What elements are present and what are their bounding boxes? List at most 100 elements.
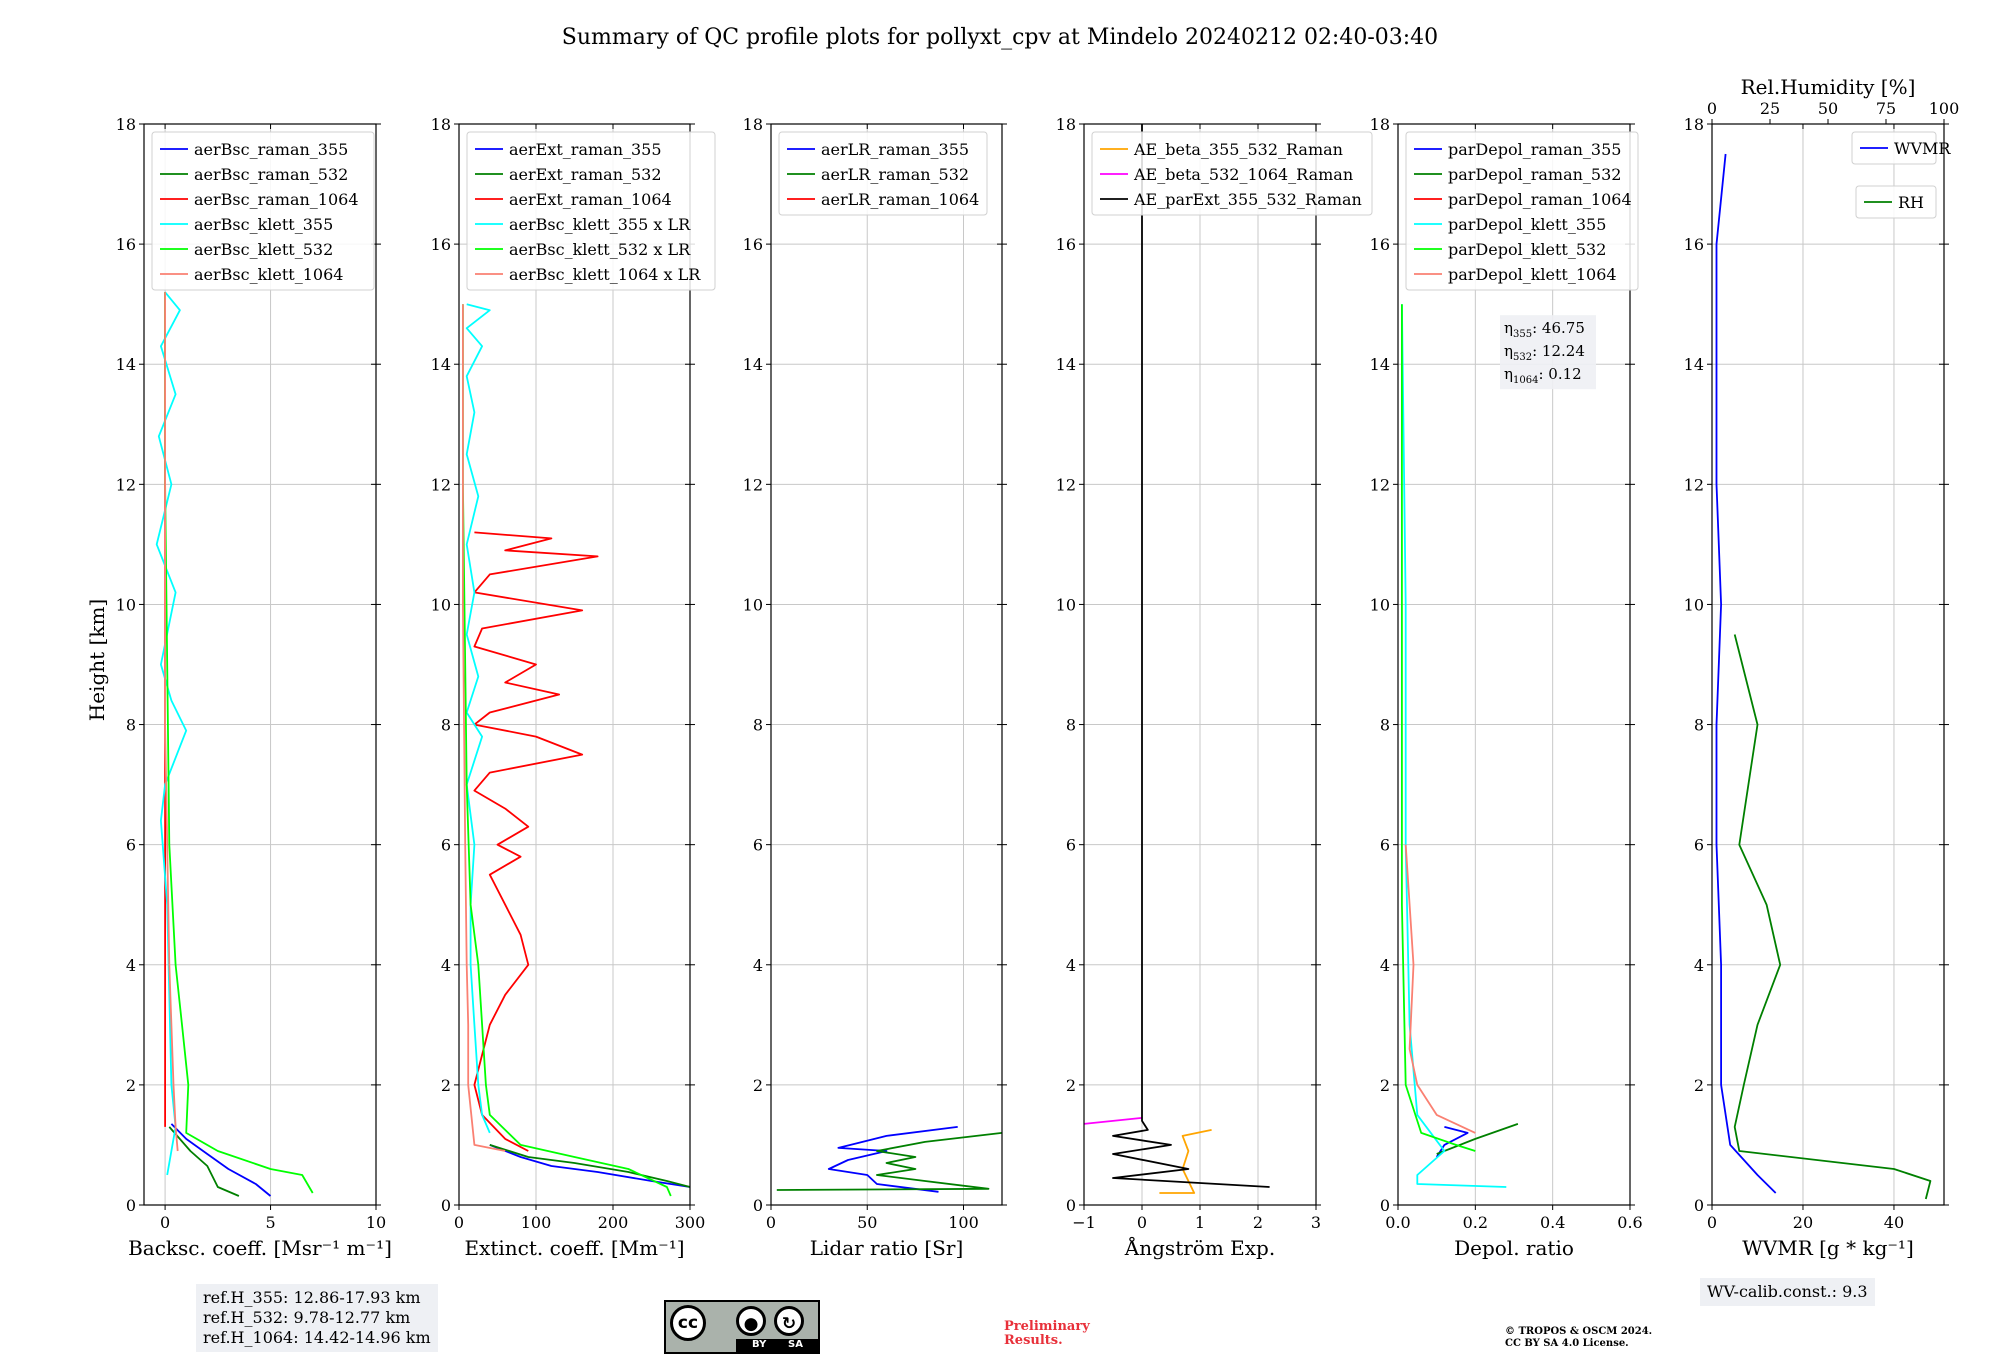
y-tick-label: 18 <box>431 115 451 134</box>
y-tick-label: 18 <box>1370 115 1390 134</box>
series-line-ae-1 <box>1083 1117 1143 1125</box>
legend-label: aerLR_raman_1064 <box>821 190 979 209</box>
y-tick-label: 6 <box>1066 836 1076 855</box>
creative-commons-badge: cc ● ↻ BY SA <box>664 1300 820 1354</box>
y-tick-label: 4 <box>1066 956 1076 975</box>
x-tick-label: 3 <box>1311 1213 1321 1232</box>
x-tick-label: 0.2 <box>1463 1213 1488 1232</box>
plot-frame <box>770 123 1003 1206</box>
x2-tick-label: 0 <box>1707 99 1717 118</box>
legend-label: AE_parExt_355_532_Raman <box>1133 190 1362 209</box>
y-tick-label: 14 <box>1056 355 1076 374</box>
y-tick-label: 6 <box>126 836 136 855</box>
y-tick-label: 18 <box>743 115 763 134</box>
x-axis-label: Extinct. coeff. [Mm⁻¹] <box>464 1236 684 1260</box>
series-line-bsc-1 <box>168 1126 240 1197</box>
legend-label: aerBsc_raman_532 <box>194 165 348 184</box>
y-tick-label: 12 <box>431 475 451 494</box>
series-line-ext-4 <box>461 304 672 1197</box>
x2-tick-label: 50 <box>1818 99 1838 118</box>
plot-frame <box>458 123 691 1206</box>
x-axis-label: Ångström Exp. <box>1124 1235 1275 1260</box>
y-axis-label: Height [km] <box>85 599 109 721</box>
plot-frame <box>143 123 377 1206</box>
wv-calibration-constant: WV-calib.const.: 9.3 <box>1707 1282 1868 1301</box>
legend-box <box>466 131 716 291</box>
y-tick-label: 6 <box>753 836 763 855</box>
y-tick-label: 16 <box>1056 235 1076 254</box>
legend-label: aerBsc_klett_532 <box>194 240 333 259</box>
y-tick-label: 8 <box>1066 716 1076 735</box>
series-line-bsc-5 <box>164 292 179 1152</box>
x-tick-label: 0.6 <box>1617 1213 1642 1232</box>
y-tick-label: 6 <box>1694 836 1704 855</box>
y-tick-label: 0 <box>753 1196 763 1215</box>
y-tick-label: 12 <box>1684 475 1704 494</box>
legend-label: aerLR_raman_355 <box>821 140 969 159</box>
x-tick-label: 50 <box>857 1213 877 1232</box>
panel-depol: 0.0 0.2 0.4 0.6 0 2 4 6 8 10 12 14 16 18 Depol. ratio p… <box>1370 115 1643 1260</box>
x2-tick-label: 75 <box>1876 99 1896 118</box>
x-tick-label: 0.0 <box>1385 1213 1410 1232</box>
series-line-wv-1 <box>1733 634 1932 1200</box>
y-tick-label: 18 <box>1056 115 1076 134</box>
legend-label: aerBsc_klett_1064 x LR <box>509 265 701 284</box>
series-line-bsc-4 <box>164 292 314 1194</box>
series-line-wv-0 <box>1715 153 1777 1194</box>
legend-label: AE_beta_532_1064_Raman <box>1133 165 1353 184</box>
y-tick-label: 14 <box>1684 355 1704 374</box>
y-tick-label: 10 <box>116 595 136 614</box>
legend-label: aerBsc_raman_1064 <box>194 190 359 209</box>
y-tick-label: 18 <box>1684 115 1704 134</box>
y-tick-label: 2 <box>1380 1076 1390 1095</box>
y-tick-label: 10 <box>743 595 763 614</box>
y-tick-label: 16 <box>743 235 763 254</box>
ref-height-1064: ref.H_1064: 14.42-14.96 km <box>203 1328 431 1347</box>
legend-label: aerBsc_klett_355 x LR <box>509 215 691 234</box>
legend-label: aerBsc_klett_355 <box>194 215 333 234</box>
series-line-ae-0 <box>1159 1129 1212 1194</box>
y-tick-label: 2 <box>126 1076 136 1095</box>
y-tick-label: 12 <box>743 475 763 494</box>
y-tick-label: 18 <box>116 115 136 134</box>
cc-by-label: BY <box>752 1339 767 1350</box>
y-tick-label: 8 <box>1380 716 1390 735</box>
legend-box <box>1091 131 1373 216</box>
legend-box <box>778 131 988 216</box>
figure-title: Summary of QC profile plots for pollyxt_… <box>562 25 1438 50</box>
y-tick-label: 16 <box>116 235 136 254</box>
legend-label: parDepol_klett_1064 <box>1448 265 1617 284</box>
series-line-ext-2 <box>473 531 599 1152</box>
x-tick-label: 200 <box>598 1213 629 1232</box>
y-tick-label: 12 <box>1370 475 1390 494</box>
copyright-note: © TROPOS & OSCM 2024. CC BY SA 4.0 Licen… <box>1505 1326 1653 1349</box>
series-line-bsc-0 <box>170 1123 272 1197</box>
cc-label-bar: BY SA <box>736 1339 818 1352</box>
legend-box <box>1851 131 1937 165</box>
plot-frame <box>1397 123 1631 1206</box>
x-tick-label: 5 <box>265 1213 275 1232</box>
panel-ext: 0 100 200 300 0 2 4 6 8 10 12 14 16 18 Extinct. coeff.… <box>431 115 716 1260</box>
y-tick-label: 8 <box>441 716 451 735</box>
reference-heights-box: ref.H_355: 12.86-17.93 km ref.H_532: 9.7… <box>196 1284 438 1352</box>
x-tick-label: −1 <box>1072 1213 1096 1232</box>
series-line-ext-5 <box>461 304 506 1152</box>
ref-height-532: ref.H_532: 9.78-12.77 km <box>203 1308 411 1327</box>
y-tick-label: 0 <box>1694 1196 1704 1215</box>
x2-tick-label: 25 <box>1760 99 1780 118</box>
legend-label: RH <box>1898 193 1924 212</box>
series-line-bsc-3 <box>155 291 188 1176</box>
y-tick-label: 10 <box>431 595 451 614</box>
legend-label: aerBsc_klett_532 x LR <box>509 240 691 259</box>
y-tick-label: 6 <box>441 836 451 855</box>
cc-sa-label: SA <box>788 1339 803 1350</box>
legend-label: aerExt_raman_355 <box>509 140 662 159</box>
y-tick-label: 0 <box>1380 1196 1390 1215</box>
y-tick-label: 8 <box>1694 716 1704 735</box>
y-tick-label: 2 <box>1066 1076 1076 1095</box>
eta-annotation-box <box>1500 315 1596 390</box>
legend-label: aerBsc_raman_355 <box>194 140 348 159</box>
wv-calibration-box: WV-calib.const.: 9.3 <box>1700 1278 1875 1306</box>
